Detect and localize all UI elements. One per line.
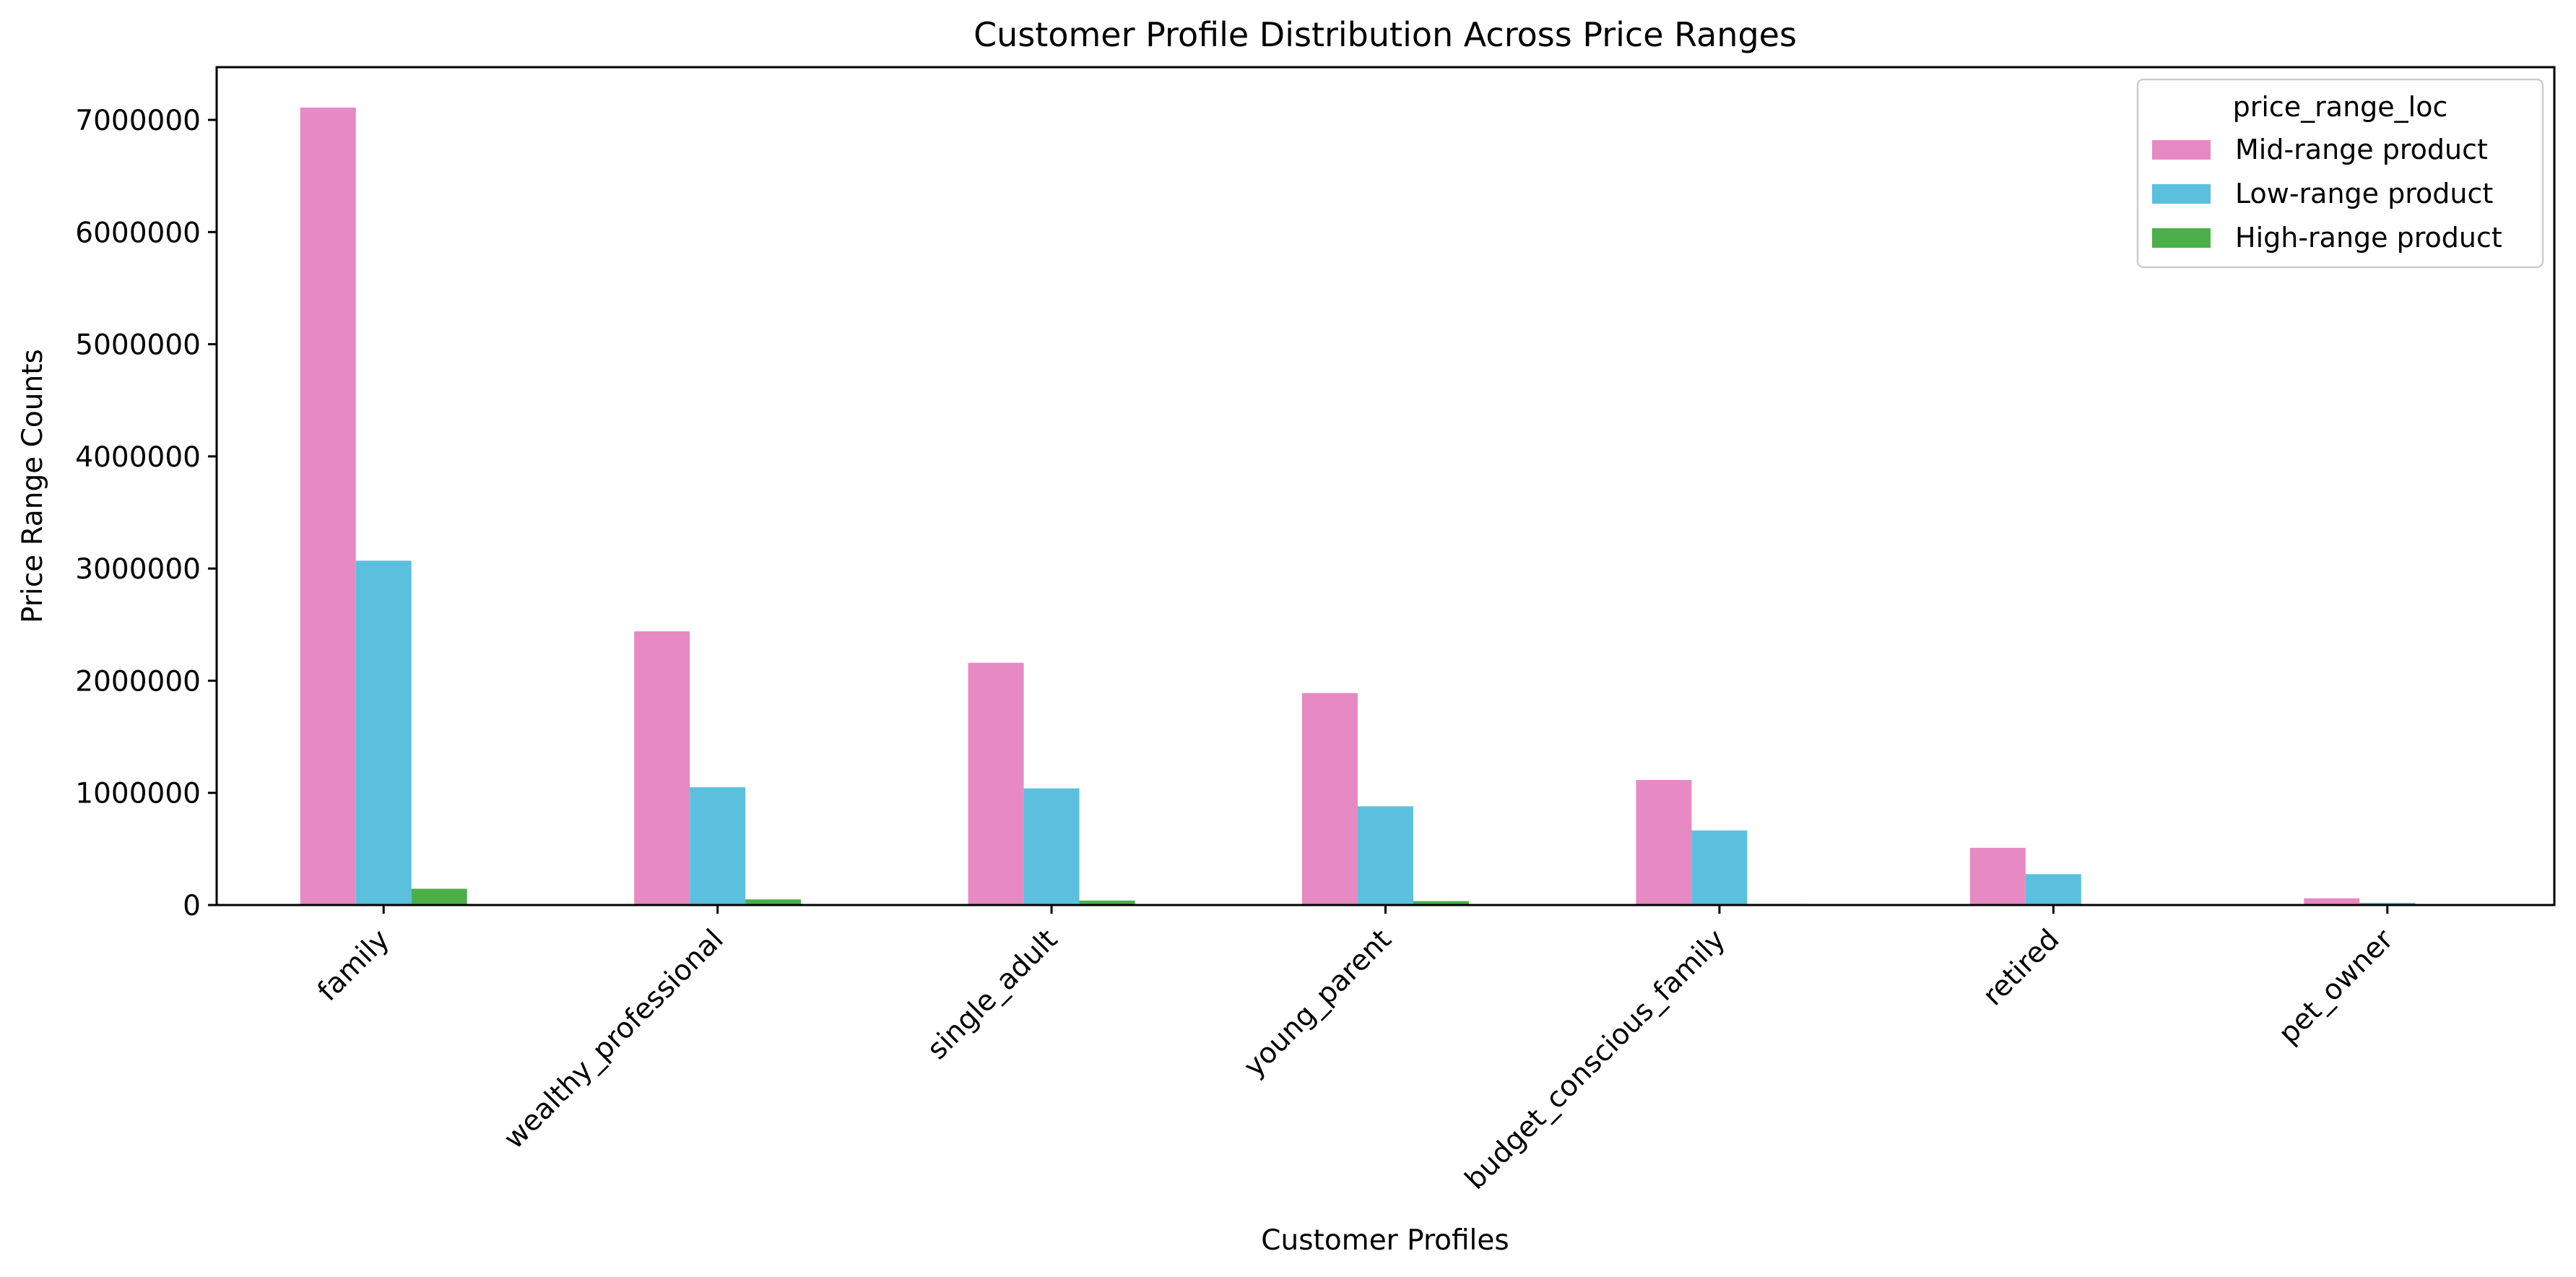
bar-young_parent-low-range-product	[1358, 806, 1413, 905]
x-axis-label: Customer Profiles	[1261, 1224, 1509, 1257]
y-tick-label: 3000000	[75, 553, 201, 586]
x-tick-label: pet_owner	[2273, 923, 2401, 1051]
bar-pet_owner-low-range-product	[2359, 902, 2416, 905]
legend-swatch	[2152, 228, 2211, 248]
bar-pet_owner-mid-range-product	[2304, 898, 2360, 905]
legend-box	[2136, 78, 2544, 269]
y-tick-label: 0	[183, 890, 201, 922]
x-tick-label: single_adult	[921, 923, 1064, 1066]
x-tick-label: young_parent	[1238, 923, 1398, 1083]
bar-single_adult-high-range-product	[1079, 900, 1135, 905]
legend-entry: High-range product	[2235, 222, 2502, 254]
x-tick-label: wealthy_professional	[498, 923, 729, 1155]
bars-group	[300, 107, 2471, 906]
bar-wealthy_professional-mid-range-product	[634, 631, 690, 905]
x-tick-label: budget_conscious_family	[1459, 923, 1732, 1196]
legend-entry: Mid-range product	[2235, 134, 2488, 165]
bar-single_adult-mid-range-product	[968, 662, 1024, 905]
legend-title: price_range_loc	[2233, 91, 2448, 123]
bar-retired-mid-range-product	[1969, 847, 2026, 905]
y-tick-label: 2000000	[75, 665, 201, 698]
legend-swatch	[2152, 140, 2211, 160]
bar-family-mid-range-product	[300, 107, 356, 906]
y-tick-label: 6000000	[75, 217, 201, 249]
y-tick-label: 1000000	[75, 778, 201, 810]
bar-family-low-range-product	[355, 560, 412, 905]
bar-young_parent-mid-range-product	[1302, 693, 1358, 905]
bar-budget_conscious_family-mid-range-product	[1636, 779, 1692, 905]
y-tick-label: 5000000	[75, 329, 201, 362]
bar-budget_conscious_family-low-range-product	[1691, 830, 1748, 905]
legend-entry: Low-range product	[2235, 178, 2493, 209]
bar-wealthy_professional-high-range-product	[745, 899, 802, 905]
y-tick-label: 7000000	[75, 105, 201, 137]
x-tick-label: retired	[1977, 923, 2065, 1012]
bar-young_parent-high-range-product	[1413, 901, 1469, 905]
x-tick-label: family	[311, 923, 396, 1008]
y-axis-label: Price Range Counts	[17, 349, 49, 623]
legend: price_range_loc Mid-range product Low-rang…	[2136, 78, 2544, 269]
legend-swatch	[2152, 184, 2211, 204]
bar-wealthy_professional-low-range-product	[690, 787, 746, 905]
bar-family-high-range-product	[411, 888, 467, 905]
bar-retired-low-range-product	[2025, 874, 2081, 905]
y-tick-label: 4000000	[75, 441, 201, 474]
axis-ticks-group: 0 1000000 2000000 3000000 4000000 5000000 6000…	[75, 105, 2400, 1196]
bar-single_adult-low-range-product	[1023, 788, 1080, 905]
chart-title: Customer Profile Distribution Across Pri…	[973, 15, 1797, 54]
plot-frame	[215, 66, 2556, 906]
